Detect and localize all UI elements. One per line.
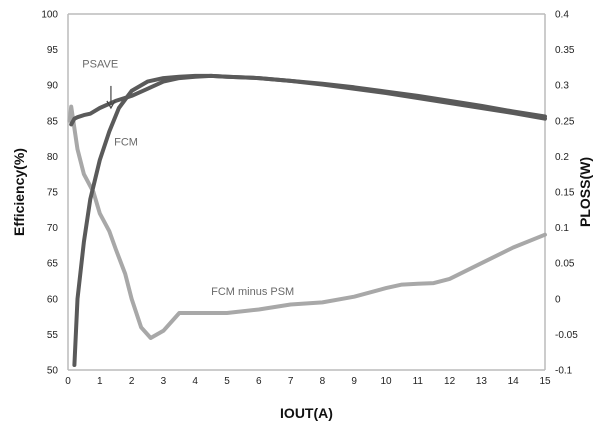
x-tick-label: 10 — [380, 376, 392, 387]
fcm-annotation: FCM — [114, 137, 138, 149]
right-tick-label: 0.35 — [555, 45, 575, 56]
right-tick-label: 0.25 — [555, 116, 575, 127]
right-y-axis-title: PLOSS(W) — [577, 157, 593, 227]
x-tick-label: 3 — [161, 376, 167, 387]
psave-efficiency-line — [69, 73, 547, 127]
x-tick-label: 7 — [288, 376, 294, 387]
right-tick-label: 0.15 — [555, 188, 575, 199]
right-tick-label: 0.3 — [555, 81, 569, 92]
x-tick-label: 12 — [444, 376, 456, 387]
left-tick-label: 60 — [47, 294, 59, 305]
x-tick-labels: 0 1 2 3 4 5 6 7 8 9 10 11 12 13 14 15 — [65, 376, 551, 387]
x-tick-label: 9 — [351, 376, 357, 387]
chart-axes — [67, 13, 546, 371]
x-tick-label: 13 — [476, 376, 488, 387]
right-tick-label: 0.2 — [555, 152, 569, 163]
x-tick-label: 5 — [224, 376, 230, 387]
x-tick-label: 14 — [508, 376, 520, 387]
left-tick-label: 55 — [47, 330, 59, 341]
x-tick-label: 2 — [129, 376, 135, 387]
x-tick-label: 0 — [65, 376, 71, 387]
right-tick-label: -0.1 — [555, 366, 573, 377]
x-tick-label: 15 — [539, 376, 551, 387]
x-tick-label: 11 — [413, 376, 424, 387]
left-tick-label: 80 — [47, 152, 59, 163]
psave-arrow-head — [106, 100, 116, 110]
psave-annotation: PSAVE — [82, 58, 118, 70]
fcm-minus-psm-annotation: FCM minus PSM — [211, 286, 294, 298]
right-tick-label: 0 — [555, 294, 561, 305]
annotation-layer: PSAVE FCM FCM minus PSM — [82, 58, 294, 297]
left-y-axis-title: Efficiency(%) — [11, 148, 27, 236]
left-tick-label: 50 — [47, 366, 59, 377]
right-tick-labels: -0.1 -0.05 0 0.05 0.1 0.15 0.2 0.25 0.3 0.35 0.4 — [555, 10, 578, 377]
right-tick-label: -0.05 — [555, 330, 578, 341]
left-tick-label: 75 — [47, 188, 59, 199]
right-tick-label: 0.4 — [555, 10, 569, 21]
left-tick-label: 95 — [47, 45, 59, 56]
series-layer — [67, 73, 547, 367]
left-tick-label: 65 — [47, 259, 59, 270]
right-tick-label: 0.05 — [555, 259, 575, 270]
left-tick-label: 90 — [47, 81, 59, 92]
left-tick-label: 85 — [47, 116, 59, 127]
left-tick-label: 100 — [41, 10, 58, 21]
fcm-efficiency-line — [72, 73, 547, 367]
left-tick-labels: 50 55 60 65 70 75 80 85 90 95 100 — [41, 10, 58, 377]
right-tick-label: 0.1 — [555, 223, 569, 234]
x-tick-label: 8 — [320, 376, 326, 387]
left-tick-label: 70 — [47, 223, 59, 234]
x-axis-title: IOUT(A) — [280, 405, 333, 421]
x-tick-label: 6 — [256, 376, 262, 387]
loss-difference-line — [67, 104, 547, 340]
x-tick-label: 1 — [97, 376, 103, 387]
x-tick-label: 4 — [192, 376, 198, 387]
